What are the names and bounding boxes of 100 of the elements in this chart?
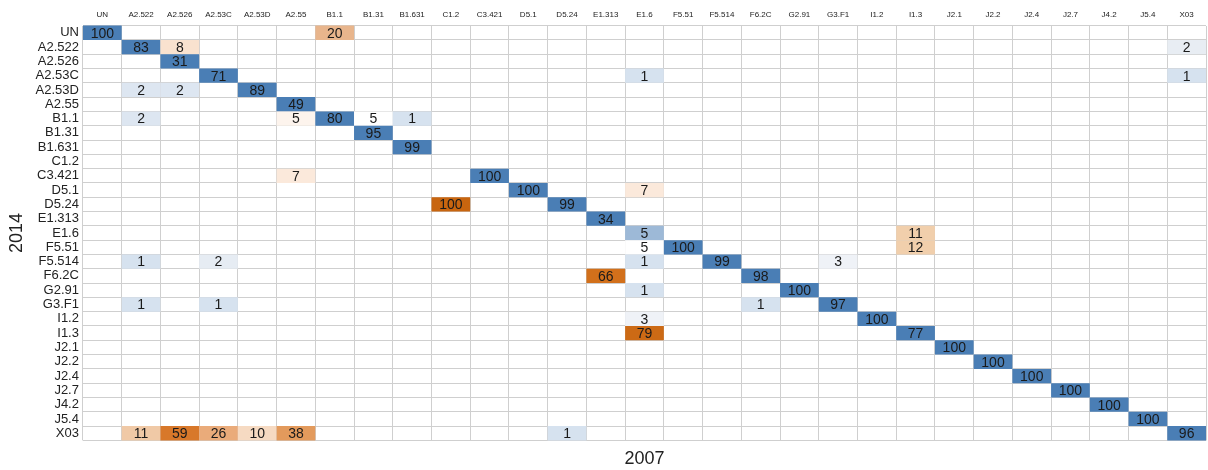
x-tick-label: G3.F1 bbox=[826, 10, 850, 19]
y-tick-label: G3.F1 bbox=[42, 296, 79, 312]
data-label: 5 bbox=[640, 224, 649, 241]
data-label: 89 bbox=[249, 81, 266, 98]
x-tick-label: A2.55 bbox=[285, 10, 307, 19]
data-label: 83 bbox=[133, 38, 150, 55]
x-tick-label: F6.2C bbox=[749, 10, 772, 19]
data-label: 3 bbox=[640, 310, 649, 327]
x-tick-label: B1.1 bbox=[326, 10, 344, 19]
x-axis-title: 2007 bbox=[624, 448, 665, 469]
x-tick-label: A2.522 bbox=[128, 10, 155, 19]
y-tick-label: A2.522 bbox=[37, 38, 79, 54]
y-tick-label: F5.51 bbox=[45, 238, 79, 254]
x-tick-label: UN bbox=[96, 10, 109, 19]
y-tick-label: A2.53C bbox=[35, 67, 79, 83]
y-tick-label: J2.1 bbox=[54, 339, 79, 355]
x-tick-label: B1.31 bbox=[362, 10, 385, 19]
data-label: 1 bbox=[563, 425, 572, 442]
x-tick-label: X03 bbox=[1179, 10, 1195, 19]
data-label: 1 bbox=[640, 253, 649, 270]
x-tick-label: J2.2 bbox=[985, 10, 1002, 19]
data-label: 100 bbox=[516, 181, 541, 198]
x-tick-label: A2.53C bbox=[205, 10, 233, 19]
data-label: 1 bbox=[640, 282, 649, 299]
data-label: 2 bbox=[1182, 38, 1191, 55]
data-label: 98 bbox=[752, 267, 769, 284]
data-label: 38 bbox=[288, 425, 304, 442]
data-label: 100 bbox=[1020, 367, 1044, 384]
data-label: 59 bbox=[171, 425, 188, 442]
data-label: 80 bbox=[326, 110, 343, 127]
data-label: 2 bbox=[175, 81, 184, 98]
y-tick-label: F6.2C bbox=[43, 267, 79, 283]
data-label: 1 bbox=[1182, 67, 1191, 84]
y-tick-label: I1.3 bbox=[57, 324, 79, 340]
x-tick-label: J2.7 bbox=[1062, 10, 1079, 19]
data-label: 95 bbox=[365, 124, 382, 141]
y-tick-label: E1.6 bbox=[52, 224, 79, 240]
data-label: 2 bbox=[137, 81, 146, 98]
y-tick-label: C1.2 bbox=[51, 153, 79, 169]
x-tick-label: A2.526 bbox=[167, 10, 193, 19]
data-label: 3 bbox=[834, 253, 843, 270]
data-label: 11 bbox=[133, 425, 149, 442]
data-label: 5 bbox=[640, 239, 649, 256]
data-label: 96 bbox=[1178, 425, 1195, 442]
x-tick-label: C3.421 bbox=[476, 10, 504, 19]
data-label: 7 bbox=[640, 181, 649, 198]
y-tick-label: J2.2 bbox=[54, 353, 79, 369]
data-label: 5 bbox=[369, 110, 378, 127]
data-label: 99 bbox=[559, 196, 576, 213]
data-label: 99 bbox=[714, 253, 730, 270]
y-tick-label: J2.4 bbox=[54, 367, 79, 383]
data-label: 20 bbox=[326, 24, 343, 41]
data-label: 5 bbox=[292, 110, 301, 127]
data-label: 2 bbox=[214, 253, 223, 270]
y-tick-label: A2.526 bbox=[37, 52, 79, 68]
data-label: 49 bbox=[288, 96, 304, 113]
y-tick-label: B1.1 bbox=[52, 110, 79, 126]
data-label: 100 bbox=[1097, 396, 1122, 413]
x-tick-label: I1.3 bbox=[908, 10, 923, 19]
y-tick-label: B1.631 bbox=[37, 138, 79, 154]
data-label: 97 bbox=[830, 296, 847, 313]
data-label: 99 bbox=[404, 139, 421, 156]
y-tick-label: D5.1 bbox=[51, 181, 79, 197]
y-tick-label: J5.4 bbox=[54, 410, 79, 426]
data-label: 71 bbox=[210, 67, 227, 84]
data-label: 100 bbox=[1058, 382, 1083, 399]
x-tick-label: J2.4 bbox=[1024, 10, 1040, 19]
x-tick-label: J4.2 bbox=[1101, 10, 1118, 19]
y-tick-label: F5.514 bbox=[38, 253, 79, 269]
y-tick-label: UN bbox=[60, 24, 79, 40]
y-tick-label: X03 bbox=[55, 424, 79, 440]
y-tick-label: J2.7 bbox=[54, 381, 79, 397]
data-label: 100 bbox=[981, 353, 1005, 370]
data-label: 1 bbox=[137, 253, 146, 270]
data-label: 1 bbox=[640, 67, 649, 84]
y-tick-label: E1.313 bbox=[37, 210, 79, 226]
x-tick-label: B1.631 bbox=[399, 10, 426, 19]
y-tick-label: G2.91 bbox=[43, 281, 79, 297]
x-tick-label: G2.91 bbox=[788, 10, 811, 19]
x-tick-label: E1.6 bbox=[636, 10, 654, 19]
y-tick-label: D5.24 bbox=[44, 195, 79, 211]
x-tick-label: D5.1 bbox=[519, 10, 538, 19]
x-tick-label: I1.2 bbox=[870, 10, 885, 19]
x-tick-label: J2.1 bbox=[946, 10, 963, 19]
data-label: 100 bbox=[439, 196, 463, 213]
y-tick-label: B1.31 bbox=[44, 124, 79, 140]
data-label: 1 bbox=[214, 296, 223, 313]
data-label: 2 bbox=[137, 110, 146, 127]
x-tick-label: J5.4 bbox=[1140, 10, 1157, 19]
data-label: 79 bbox=[636, 324, 653, 341]
x-tick-label: F5.514 bbox=[709, 10, 735, 19]
x-tick-label: F5.51 bbox=[672, 10, 694, 19]
data-label: 100 bbox=[787, 282, 812, 299]
data-label: 100 bbox=[942, 339, 967, 356]
data-label: 66 bbox=[597, 267, 614, 284]
data-label: 12 bbox=[907, 239, 924, 256]
data-label: 1 bbox=[137, 296, 146, 313]
data-label: 7 bbox=[292, 167, 301, 184]
data-label: 100 bbox=[865, 310, 889, 327]
y-tick-label: I1.2 bbox=[57, 310, 79, 326]
